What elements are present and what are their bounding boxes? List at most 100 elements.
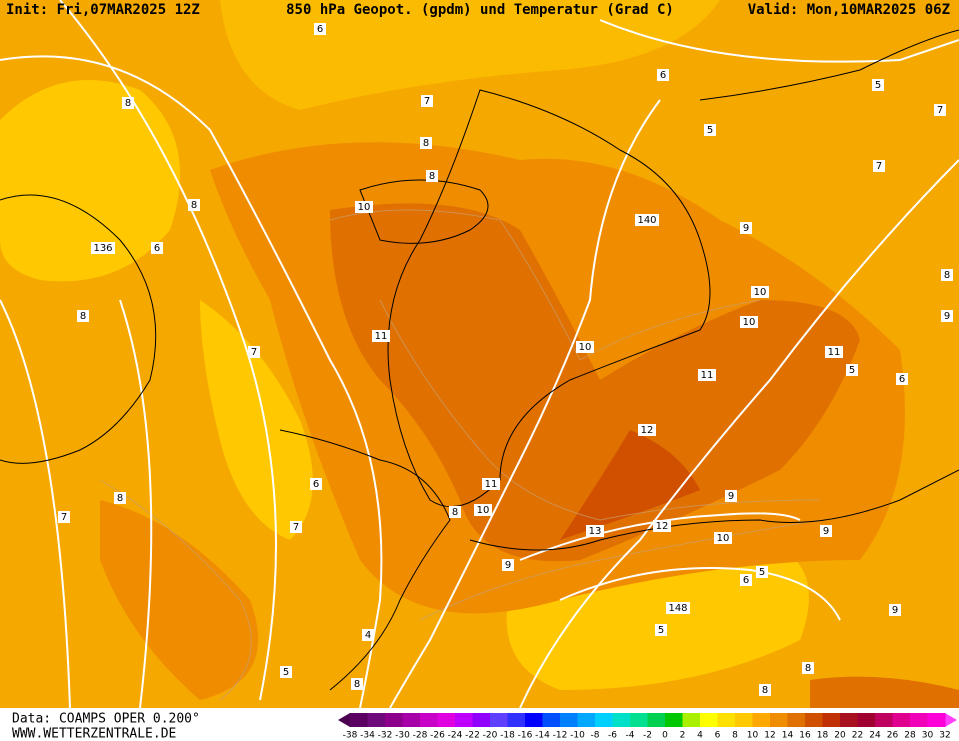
geopotential-lines (0, 0, 959, 709)
scale-swatch (350, 713, 368, 727)
map-field (0, 0, 959, 708)
contour-label: 12 (656, 521, 669, 532)
scale-label: 14 (782, 731, 794, 741)
scale-label: 16 (799, 731, 811, 741)
contour-label-box (77, 310, 89, 322)
scale-label: -16 (518, 731, 533, 741)
scale-label: 2 (680, 731, 686, 741)
contour-label: 13 (589, 526, 602, 537)
scale-swatch (577, 713, 596, 727)
scale-swatch (700, 713, 718, 727)
scale-label: 4 (697, 731, 703, 741)
scale-label: 10 (747, 731, 759, 741)
contour-label: 140 (637, 215, 656, 226)
scale-swatch (682, 713, 701, 727)
contour-label: 5 (658, 625, 664, 636)
contour-label-box (698, 369, 716, 381)
contour-label: 10 (717, 533, 730, 544)
contour-label-box (941, 269, 953, 281)
contour-label: 8 (125, 98, 131, 109)
scale-swatch (717, 713, 736, 727)
scale-swatch (455, 713, 473, 727)
scale-label: 32 (939, 731, 950, 741)
scale-over (945, 713, 957, 727)
scale-swatch (910, 713, 928, 727)
contour-label: 5 (759, 567, 765, 578)
contour-label-box (638, 424, 656, 436)
scale-swatch (857, 713, 876, 727)
scale-label: -30 (395, 731, 410, 741)
scale-label: -26 (430, 731, 445, 741)
scale-swatch (490, 713, 508, 727)
scale-under (338, 713, 350, 727)
contour-label-box (740, 316, 758, 328)
color-scale: -38 -34 -32 -30 -28 -26 -24 -22 -20 -18 -16 -14 -12-… (338, 713, 957, 741)
scale-label: 22 (852, 731, 863, 741)
scale-label: -34 (360, 731, 375, 741)
contour-label: 136 (93, 243, 112, 254)
scale-swatch (647, 713, 666, 727)
valid-time: Valid: Mon,10MAR2025 06Z (748, 2, 950, 18)
contour-label: 6 (154, 243, 160, 254)
scale-swatch (927, 713, 946, 727)
contour-label: 10 (579, 342, 592, 353)
scale-swatch (402, 713, 421, 727)
scale-label: 0 (662, 731, 668, 741)
contour-label: 9 (505, 560, 511, 571)
contour-label-box (421, 95, 433, 107)
scale-swatch (542, 713, 561, 727)
contour-label: 8 (354, 679, 360, 690)
scale-label: 26 (887, 731, 899, 741)
scale-label: 24 (869, 731, 881, 741)
contour-label: 11 (828, 347, 841, 358)
contour-label-box (635, 214, 659, 226)
scale-swatch (787, 713, 806, 727)
isotherms (99, 209, 821, 701)
contour-label-box (934, 104, 946, 116)
contour-label-box (740, 222, 752, 234)
contour-label-box (362, 629, 374, 641)
contour-label: 6 (899, 374, 905, 385)
scale-label: -6 (608, 731, 617, 741)
contour-label: 7 (424, 96, 430, 107)
contour-label-box (740, 574, 752, 586)
contour-label: 8 (429, 171, 435, 182)
scale-swatch (367, 713, 386, 727)
contour-label-box (576, 341, 594, 353)
scale-swatch (665, 713, 683, 727)
contour-label: 8 (805, 663, 811, 674)
scale-swatch (805, 713, 823, 727)
contour-label-box (873, 160, 885, 172)
contour-label-box (725, 490, 737, 502)
contour-label: 10 (743, 317, 756, 328)
scale-swatch (472, 713, 491, 727)
contour-label: 8 (80, 311, 86, 322)
scale-label: 30 (922, 731, 934, 741)
contour-label: 7 (937, 105, 943, 116)
scale-label: -10 (570, 731, 585, 741)
contour-label: 8 (423, 138, 429, 149)
contour-label-box (846, 364, 858, 376)
contour-label: 10 (477, 505, 490, 516)
contour-label-box (58, 511, 70, 523)
contour-label: 12 (641, 425, 654, 436)
contour-label: 8 (117, 493, 123, 504)
init-time: Init: Fri,07MAR2025 12Z (6, 2, 200, 18)
contour-label-box (825, 346, 843, 358)
scale-label: -2 (643, 731, 652, 741)
contour-label-box (280, 666, 292, 678)
contour-label-box (714, 532, 732, 544)
contour-label: 8 (762, 685, 768, 696)
contour-label-box (474, 504, 492, 516)
contour-label-box (756, 566, 768, 578)
contour-label-box (802, 662, 814, 674)
scale-swatch (770, 713, 788, 727)
contour-label: 7 (61, 512, 67, 523)
contour-label: 9 (892, 605, 898, 616)
contour-label-box (872, 79, 884, 91)
scale-swatch (385, 713, 403, 727)
contour-label: 9 (823, 526, 829, 537)
scale-label: -38 (343, 731, 358, 741)
